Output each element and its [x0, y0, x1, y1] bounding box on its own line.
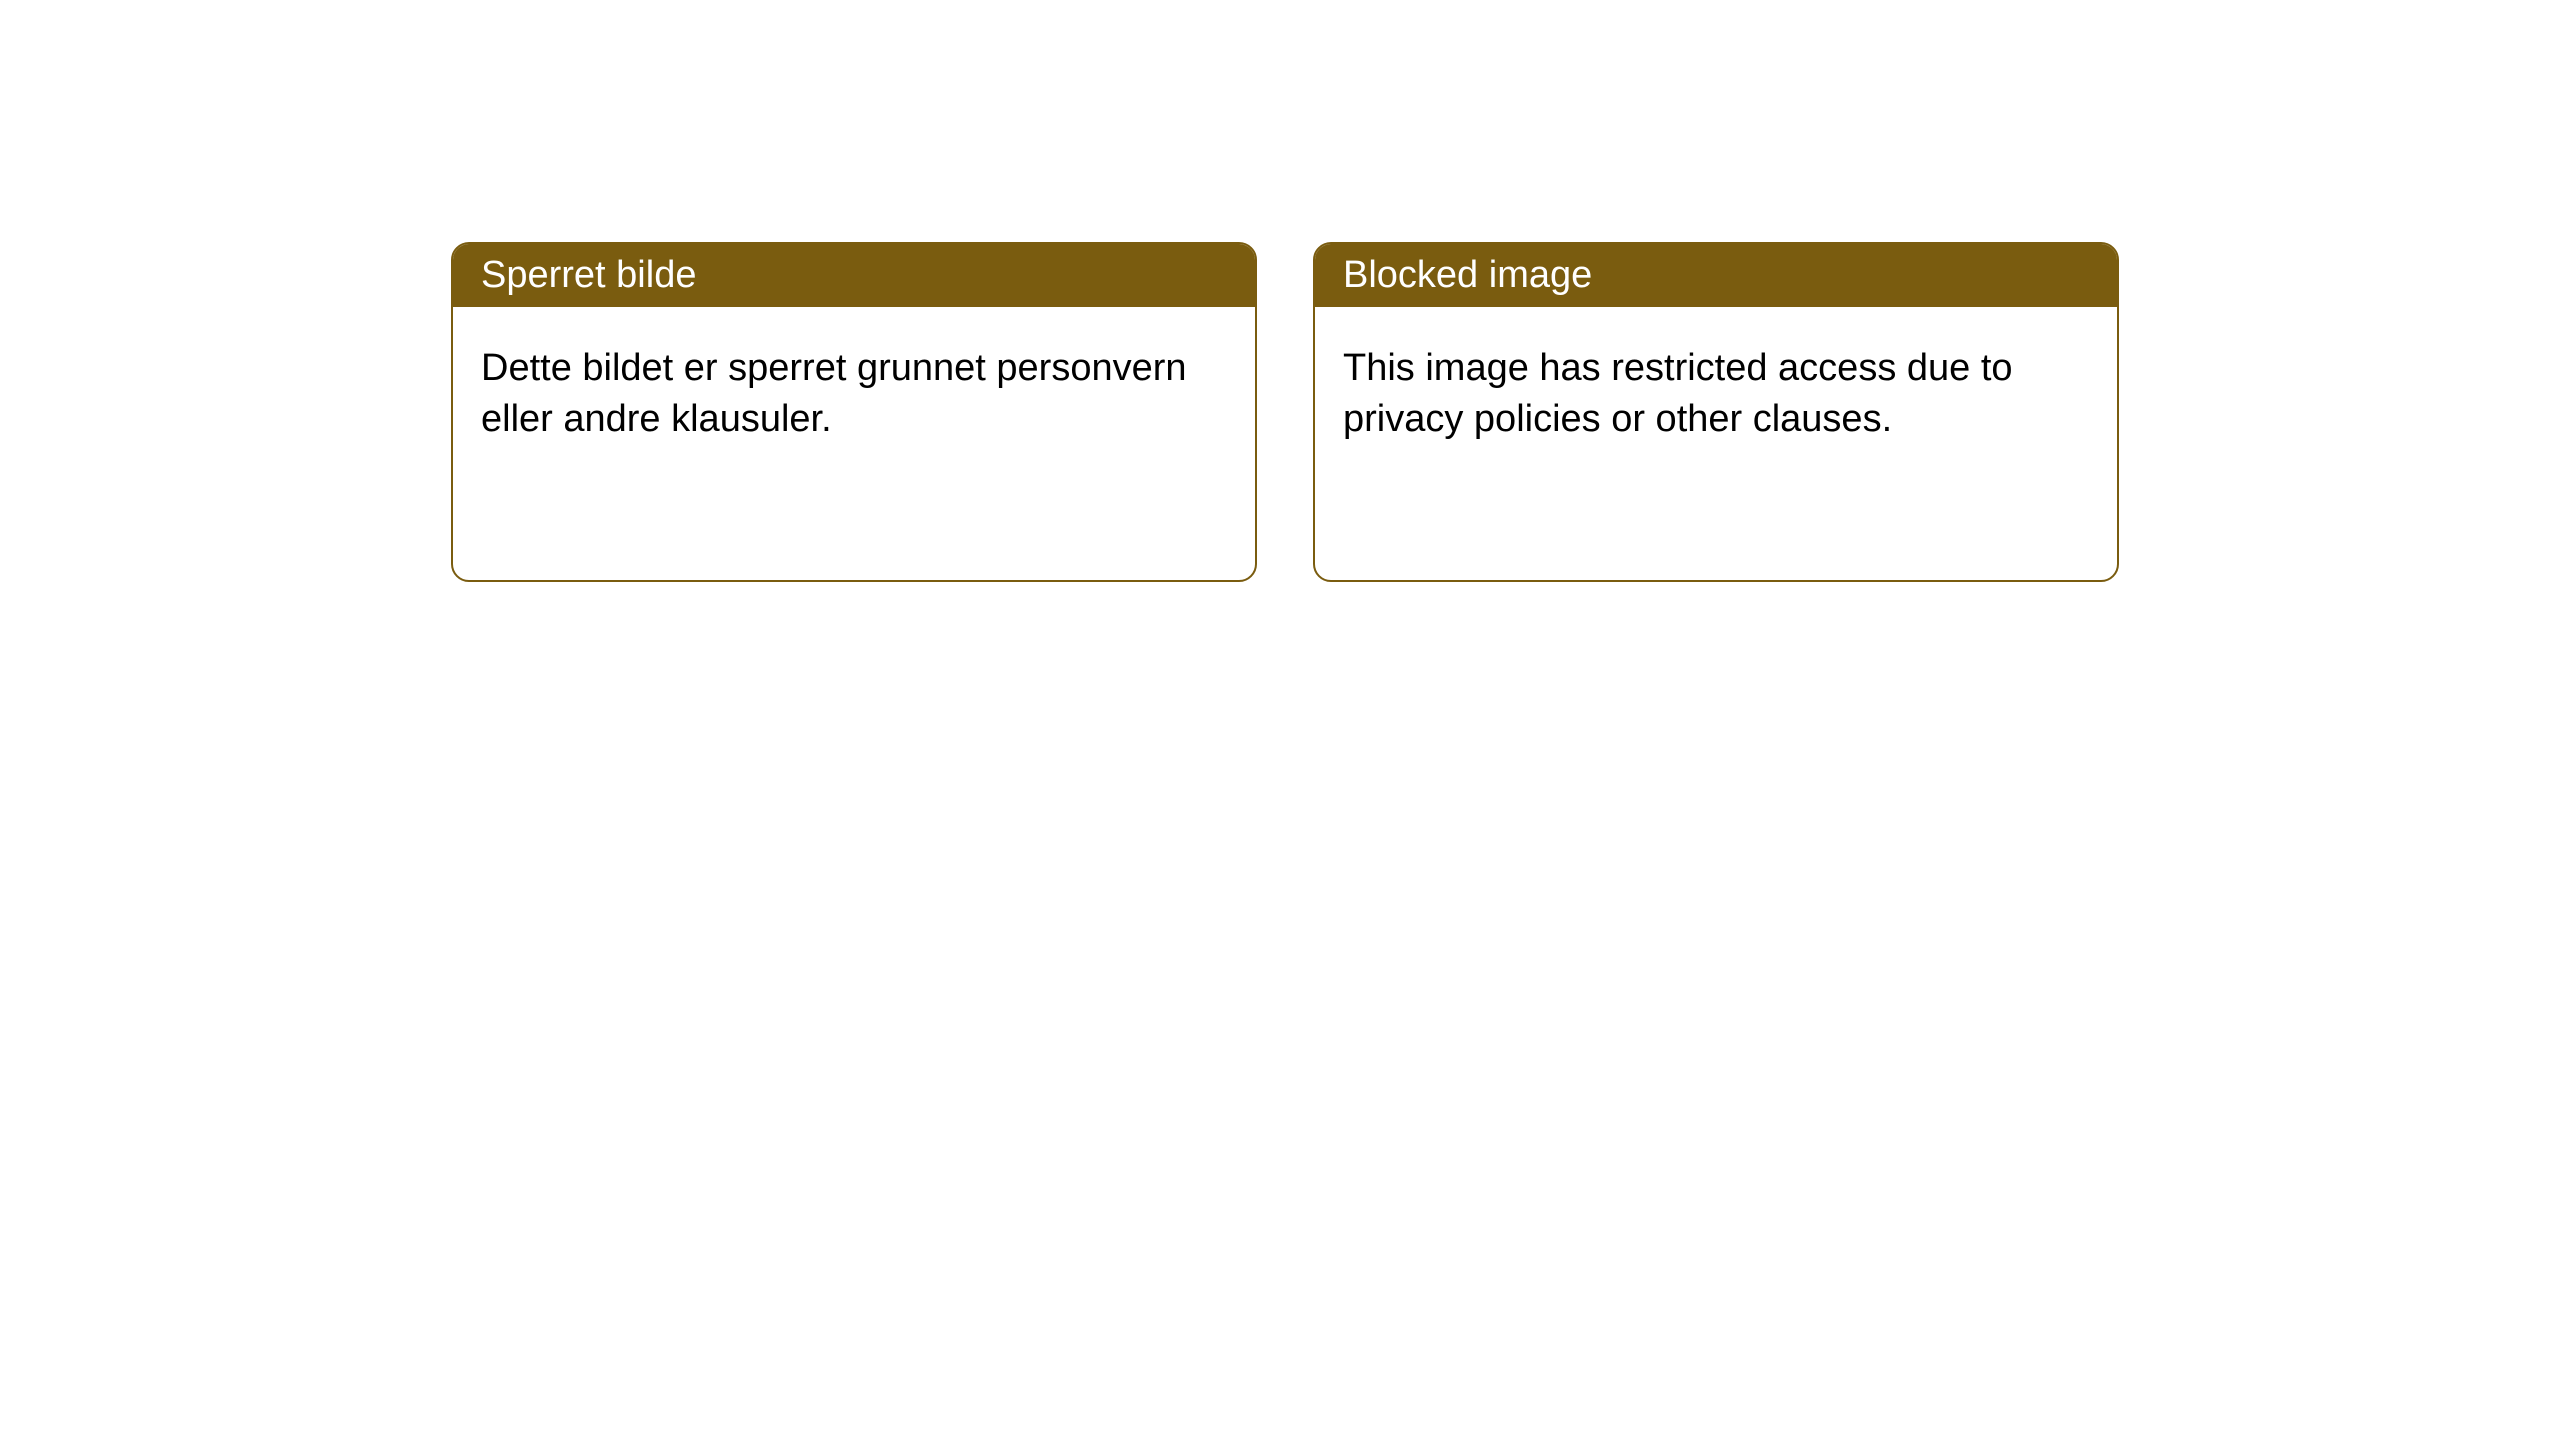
card-header-no: Sperret bilde [453, 244, 1255, 307]
card-body-no: Dette bildet er sperret grunnet personve… [453, 307, 1255, 482]
blocked-image-card-no: Sperret bilde Dette bildet er sperret gr… [451, 242, 1257, 582]
blocked-image-card-en: Blocked image This image has restricted … [1313, 242, 2119, 582]
blocked-image-cards: Sperret bilde Dette bildet er sperret gr… [451, 242, 2119, 582]
card-header-en: Blocked image [1315, 244, 2117, 307]
card-body-en: This image has restricted access due to … [1315, 307, 2117, 482]
